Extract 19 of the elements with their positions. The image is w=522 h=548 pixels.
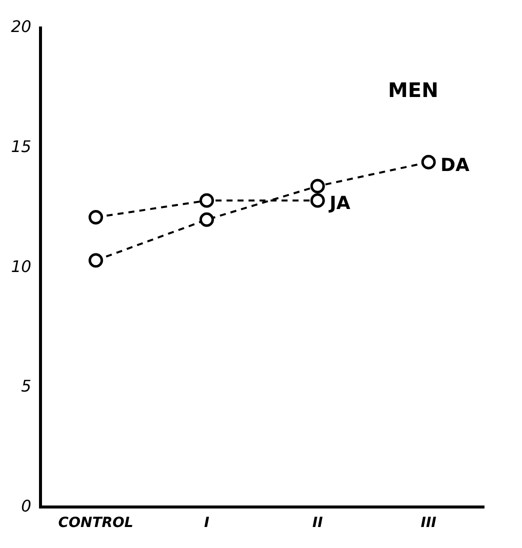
- x-tick-label: III: [420, 515, 436, 532]
- point: [199, 193, 214, 208]
- y-tick-label: 0: [21, 496, 32, 516]
- y-tick-label: 15: [11, 136, 32, 156]
- series-label: JA: [328, 193, 350, 214]
- point: [88, 253, 104, 268]
- x-tick-label: II: [312, 515, 323, 532]
- point: [199, 212, 214, 227]
- y-tick-label: 20: [11, 17, 32, 36]
- x-tick-label: I: [204, 515, 210, 532]
- series-label: DA: [440, 154, 470, 176]
- point: [88, 210, 104, 225]
- y-tick-label: 10: [11, 256, 32, 276]
- y-tick-label: 5: [21, 376, 32, 396]
- x-tick-label: CONTROL: [58, 515, 134, 532]
- point: [421, 154, 436, 170]
- point: [310, 193, 325, 208]
- point: [310, 178, 325, 194]
- text: MEN: [388, 78, 438, 102]
